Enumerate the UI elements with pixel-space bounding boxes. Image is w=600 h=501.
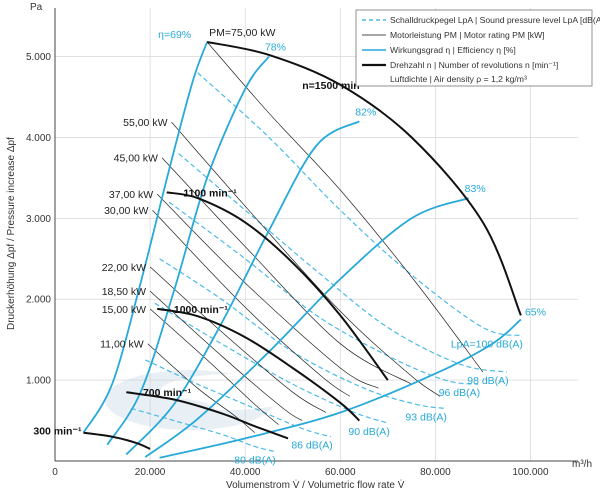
power-line-22-00-kw — [149, 266, 327, 413]
sound-line-80-db-a — [130, 407, 274, 452]
speed-curve-1100-min — [166, 191, 389, 381]
sound-label-90-db-a: 90 dB(A) — [348, 426, 389, 438]
power-line-55-00-kw — [171, 121, 441, 397]
legend-item-sound: Schalldruckpegel LpA | Sound pressure le… — [390, 15, 600, 25]
power-label-18-50-kw: 18,50 kW — [102, 286, 146, 298]
sound-label-96-db-a: 96 dB(A) — [439, 387, 480, 399]
power-label-11-00-kw: 11,00 kW — [100, 339, 144, 351]
efficiency-curve-69 — [82, 41, 208, 434]
speed-curve-700-min — [126, 391, 289, 440]
x-tick-label-5: 100.000 — [512, 467, 549, 478]
sound-line-98-db-a — [178, 153, 507, 373]
speed-curve-n-1500-min — [206, 41, 522, 316]
power-label-30-00-kw: 30,00 kW — [104, 205, 148, 217]
speed-curve-1000-min — [157, 307, 360, 422]
efficiency-curve-78 — [106, 55, 270, 446]
power-line-18-50-kw — [149, 290, 303, 421]
y-tick-label-1: 2.000 — [26, 295, 51, 306]
y-axis-unit: Pa — [30, 2, 43, 13]
x-tick-label-1: 20.000 — [135, 467, 166, 478]
x-tick-label-2: 40.000 — [230, 467, 261, 478]
sound-line-96-db-a — [168, 201, 479, 385]
speed-label-1000-min: 1000 min⁻¹ — [174, 304, 228, 316]
power-line-pm-75-00-kw — [206, 41, 484, 373]
efficiency-curves — [82, 41, 522, 459]
x-axis-unit: m³/h — [572, 459, 592, 470]
power-label-15-00-kw: 15,00 kW — [102, 304, 146, 316]
power-label-45-00-kw: 45,00 kW — [114, 153, 158, 165]
speed-curve-300-min — [83, 431, 151, 450]
efficiency-label-83: 83% — [465, 183, 486, 195]
power-label-pm-75-00-kw: PM=75,00 kW — [209, 27, 275, 39]
x-tick-label-0: 0 — [52, 467, 58, 478]
sound-label-80-db-a: 80 dB(A) — [234, 454, 275, 466]
sound-label-98-db-a: 98 dB(A) — [467, 375, 508, 387]
efficiency-label-78: 78% — [265, 42, 286, 54]
x-axis-label: Volumenstrom V̇ / Volumetric flow rate V… — [226, 478, 405, 491]
legend-box — [355, 9, 593, 87]
legend-item-power: Motorleistung PM | Motor rating PM [kW] — [390, 30, 545, 40]
power-label-22-00-kw: 22,00 kW — [102, 262, 146, 274]
power-line-45-00-kw — [161, 157, 412, 385]
efficiency-curve-82 — [125, 120, 360, 456]
power-line-15-00-kw — [149, 308, 279, 425]
axes: 0 20.000 40.000 60.000 80.000 100.000 1.000 2.0… — [26, 8, 578, 478]
x-tick-label-4: 80.000 — [420, 467, 451, 478]
y-axis-label: Druckerhöhung Δpf / Pressure increase Δp… — [6, 137, 17, 330]
efficiency-curve-65 — [159, 318, 522, 459]
efficiency-label-82: 82% — [355, 106, 376, 118]
speed-label-n-1500-min: n=1500 min⁻¹ — [302, 80, 369, 92]
efficiency-label-69: η=69% — [158, 29, 191, 41]
legend-item-density: Luftdichte | Air density ρ = 1,2 kg/m³ — [390, 74, 527, 84]
power-label-37-00-kw: 37,00 kW — [109, 189, 153, 201]
sound-label-lpa-100-db-a: LpA=100 dB(A) — [451, 339, 523, 351]
sound-label-93-db-a: 93 dB(A) — [405, 411, 446, 423]
curve-labels: LpA=100 dB(A) 98 dB(A)96 dB(A) 93 dB(A) 90 … — [33, 27, 546, 466]
legend-item-speed: Drehzahl n | Number of revolutions n [mi… — [390, 60, 558, 70]
y-tick-label-2: 3.000 — [26, 214, 51, 225]
x-tick-label-3: 60.000 — [325, 467, 356, 478]
speed-label-300-min: 300 min⁻¹ — [33, 426, 82, 438]
speed-curves — [83, 41, 522, 450]
legend-item-efficiency: Wirkungsgrad η | Efficiency η [%] — [390, 45, 516, 55]
y-tick-label-4: 5.000 — [26, 52, 51, 63]
sound-line-lpa-100-db-a — [197, 72, 522, 337]
sound-lines — [130, 72, 522, 452]
y-tick-label-3: 4.000 — [26, 133, 51, 144]
y-tick-label-0: 1.000 — [26, 376, 51, 387]
sound-label-86-db-a: 86 dB(A) — [291, 440, 332, 452]
efficiency-curve-83 — [144, 197, 469, 458]
power-line-37-00-kw — [156, 193, 379, 389]
power-label-55-00-kw: 55,00 kW — [123, 117, 167, 129]
sound-line-93-db-a — [159, 258, 445, 409]
sound-line-90-db-a — [154, 302, 388, 424]
speed-label-700-min: 700 min⁻¹ — [143, 387, 192, 399]
speed-label-1100-min: 1100 min⁻¹ — [183, 187, 237, 199]
efficiency-label-65: 65% — [525, 306, 546, 318]
legend: Schalldruckpegel LpA | Sound pressure le… — [355, 9, 600, 87]
watermark-logo — [105, 370, 300, 430]
